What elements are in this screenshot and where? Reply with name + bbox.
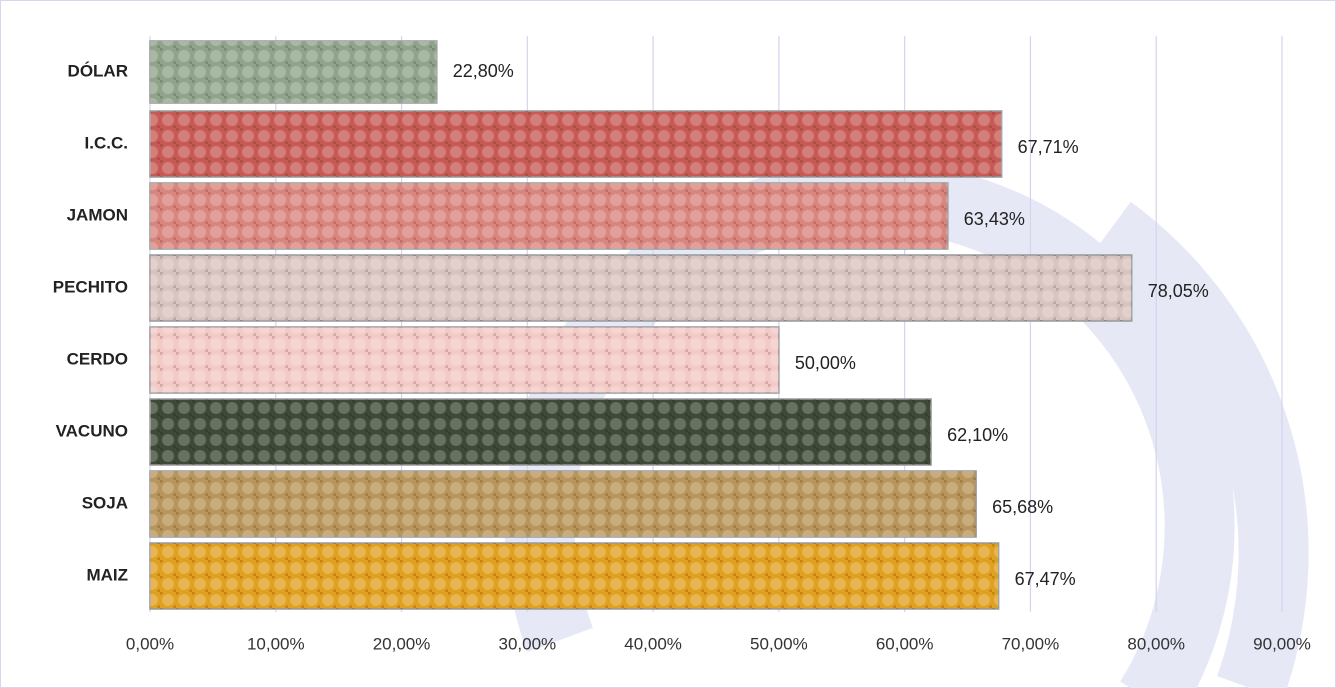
y-tick-label: JAMON <box>67 205 128 224</box>
x-tick-label: 30,00% <box>498 634 556 653</box>
x-tick-label: 50,00% <box>750 634 808 653</box>
y-tick-label: CERDO <box>67 349 128 368</box>
data-label: 62,10% <box>947 425 1008 445</box>
data-label: 65,68% <box>992 497 1053 517</box>
bar-texture <box>150 327 779 393</box>
data-label: 63,43% <box>964 209 1025 229</box>
x-tick-label: 70,00% <box>1002 634 1060 653</box>
y-tick-label: VACUNO <box>56 421 128 440</box>
bar-texture <box>150 111 1002 177</box>
x-tick-label: 80,00% <box>1127 634 1185 653</box>
data-label: 50,00% <box>795 353 856 373</box>
bar-texture <box>150 543 999 609</box>
data-label: 22,80% <box>453 61 514 81</box>
y-tick-label: DÓLAR <box>68 61 128 80</box>
bar-texture <box>150 41 437 103</box>
bar-texture <box>150 255 1132 321</box>
y-tick-label: MAIZ <box>86 565 128 584</box>
bar-texture <box>150 399 932 465</box>
y-tick-label: I.C.C. <box>85 133 128 152</box>
x-tick-label: 0,00% <box>126 634 174 653</box>
x-tick-label: 60,00% <box>876 634 934 653</box>
data-label: 78,05% <box>1148 281 1209 301</box>
x-tick-label: 10,00% <box>247 634 305 653</box>
x-tick-label: 20,00% <box>373 634 431 653</box>
y-tick-label: SOJA <box>82 493 128 512</box>
y-tick-label: PECHITO <box>53 277 128 296</box>
data-label: 67,47% <box>1015 569 1076 589</box>
bar-texture <box>150 183 948 249</box>
x-tick-label: 40,00% <box>624 634 682 653</box>
x-tick-label: 90,00% <box>1253 634 1311 653</box>
data-label: 67,71% <box>1018 137 1079 157</box>
bar-texture <box>150 471 977 537</box>
